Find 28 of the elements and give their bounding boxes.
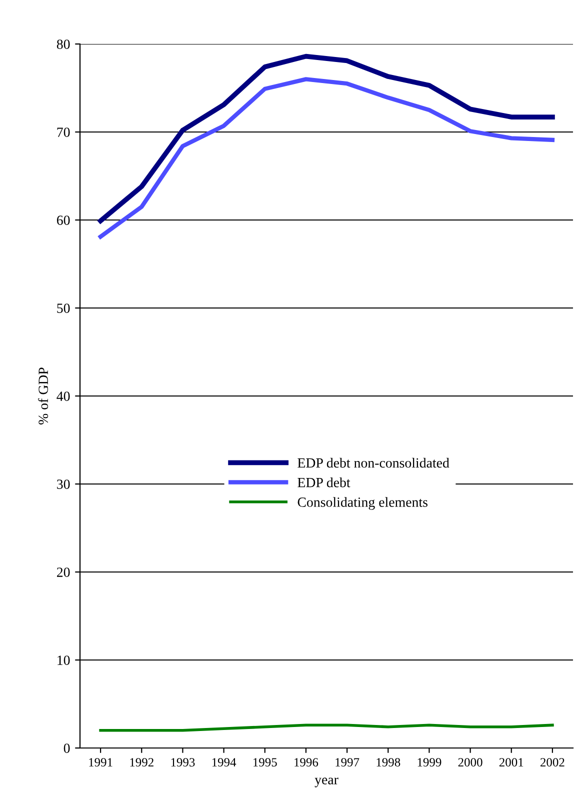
legend-label: EDP debt	[298, 477, 350, 488]
x-tick-label: 1999	[418, 758, 442, 767]
y-tick-label: 10	[58, 656, 70, 665]
y-tick-label: 50	[57, 304, 70, 313]
y-axis-title: % of GDP	[38, 368, 48, 424]
x-tick-label: 1993	[171, 758, 195, 767]
x-tick-label: 1992	[130, 758, 154, 767]
x-axis-title: year	[314, 778, 338, 788]
y-tick-label: 30	[57, 480, 70, 489]
x-tick-label: 2000	[458, 758, 482, 767]
y-tick-label: 70	[57, 128, 70, 137]
y-tick-label: 40	[56, 392, 70, 401]
x-tick-label: 1998	[376, 758, 400, 767]
y-tick-label: 60	[56, 216, 70, 225]
y-tick-label: 20	[57, 568, 70, 577]
line-series	[98, 54, 555, 224]
legend-label: EDP debt non-consolidated	[298, 458, 450, 468]
y-tick-label: 0	[64, 744, 70, 753]
x-tick-label: 1991	[89, 758, 112, 767]
x-tick-label: 1997	[336, 758, 360, 767]
x-tick-label: 1994	[212, 758, 236, 767]
legend-label: Consolidating elements	[298, 497, 428, 510]
y-tick-label: 80	[56, 40, 70, 49]
x-tick-label: 1996	[294, 758, 318, 767]
line-series	[98, 77, 555, 239]
x-tick-label: 1995	[253, 758, 277, 767]
x-tick-label: 2001	[499, 758, 524, 767]
x-tick-label: 2002	[540, 758, 564, 767]
